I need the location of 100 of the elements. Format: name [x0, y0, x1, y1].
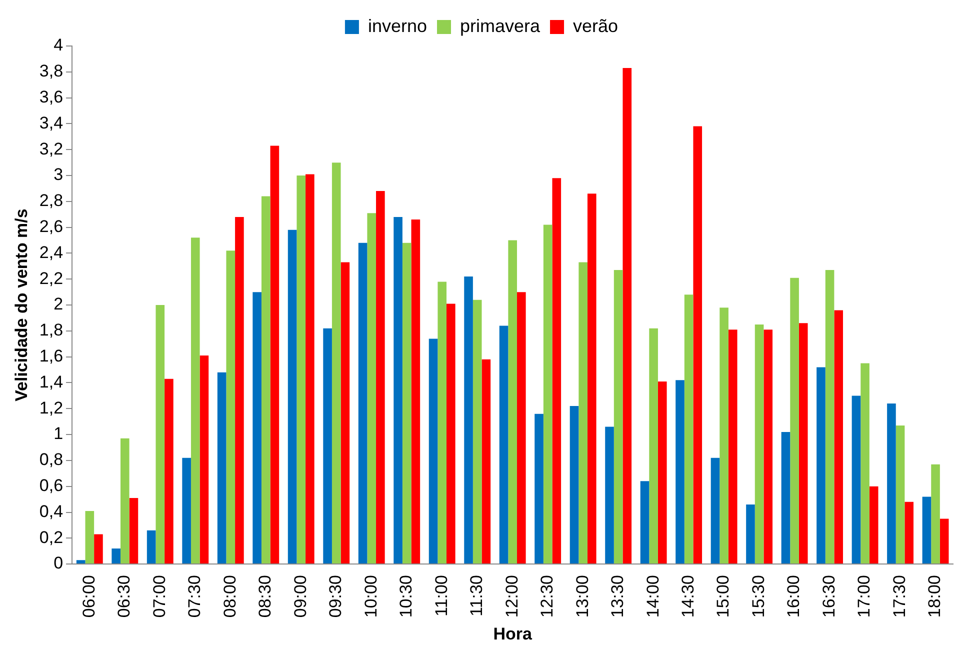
x-tick-label: 15:30 [748, 575, 768, 618]
x-tick-label: 07:00 [150, 575, 169, 618]
x-tick-label: 11:30 [467, 575, 486, 616]
bar [746, 504, 755, 564]
bar [367, 213, 376, 564]
y-tick-label: 0,4 [39, 502, 64, 521]
x-tick-label: 13:00 [572, 575, 592, 618]
y-tick-label: 2,8 [39, 191, 64, 210]
bar [428, 338, 438, 564]
bar [288, 230, 297, 564]
y-tick-label: 2,4 [39, 242, 64, 262]
bar [852, 396, 861, 564]
y-tick-label: 1,6 [39, 346, 64, 366]
bar [825, 270, 834, 564]
bar [640, 481, 650, 564]
bar [94, 534, 103, 564]
x-tick-label: 16:00 [784, 575, 804, 618]
bar [622, 68, 632, 564]
bar [129, 498, 138, 564]
bar [120, 438, 130, 564]
bar [508, 240, 517, 564]
bar [869, 486, 878, 564]
x-tick-label: 06:00 [79, 575, 98, 618]
bar [887, 403, 896, 564]
x-tick-label: 12:30 [538, 575, 557, 618]
x-tick-label: 10:00 [361, 575, 380, 618]
bar [394, 216, 402, 564]
bar [402, 242, 412, 564]
bar [252, 292, 262, 564]
y-tick-label: 3,2 [39, 139, 64, 158]
bar [332, 162, 341, 564]
y-tick-label: 3,4 [39, 113, 64, 132]
legend-label: primavera [460, 16, 542, 36]
bar [676, 380, 684, 564]
bar [306, 174, 314, 564]
y-tick-label: 1 [54, 424, 64, 444]
y-tick-label: 4 [54, 36, 64, 55]
y-tick-label: 0,2 [39, 528, 64, 547]
bar [798, 323, 808, 564]
bar [790, 278, 799, 564]
bar [552, 178, 562, 564]
x-tick-label: 10:30 [396, 575, 416, 618]
bar [649, 328, 658, 564]
bar [605, 426, 614, 564]
legend-label: inverno [368, 16, 428, 36]
x-tick-label: 16:30 [819, 575, 838, 618]
y-tick-label: 0,6 [39, 476, 64, 496]
bar [534, 414, 544, 564]
bar [323, 328, 332, 564]
y-tick-label: 1,8 [39, 320, 64, 340]
bar [728, 330, 738, 564]
bar [543, 224, 552, 564]
bar [922, 496, 932, 564]
bar [587, 194, 596, 564]
x-tick-label: 14:00 [643, 575, 662, 618]
bar [76, 560, 86, 564]
x-tick-label: 08:30 [256, 575, 275, 618]
bar [931, 464, 940, 564]
bar [764, 330, 773, 564]
bar [658, 381, 667, 564]
bar [614, 270, 623, 564]
bar [235, 216, 244, 564]
bar [896, 425, 905, 564]
bar [720, 308, 728, 564]
bar [482, 359, 491, 564]
x-tick-label: 07:30 [185, 575, 204, 618]
bar [472, 300, 482, 564]
bar [710, 458, 720, 564]
bar [693, 126, 702, 564]
x-tick-label: 12:00 [502, 575, 522, 618]
bar [340, 262, 350, 564]
y-axis-title: Velicidade do vento m/s [12, 208, 31, 402]
y-tick-label: 0 [54, 554, 64, 573]
bar [446, 304, 456, 564]
bar [516, 292, 526, 564]
x-tick-label: 14:30 [678, 575, 698, 618]
bar [411, 220, 420, 564]
x-axis-title: Hora [493, 624, 532, 644]
bar [226, 250, 236, 564]
y-tick-label: 2 [54, 294, 64, 314]
bar [578, 262, 588, 564]
x-tick-label: 13:30 [608, 575, 628, 618]
bar [146, 530, 156, 564]
bar [438, 282, 447, 564]
bar [156, 305, 165, 564]
y-tick-label: 2,2 [39, 268, 64, 288]
bar [904, 502, 914, 564]
y-tick-label: 1,2 [39, 398, 64, 418]
bar [358, 242, 368, 564]
x-tick-label: 09:30 [326, 575, 346, 618]
bar [296, 176, 306, 564]
bar [190, 238, 200, 564]
bar [816, 367, 826, 564]
y-tick-label: 3,6 [39, 87, 64, 106]
bar [860, 363, 870, 564]
legend-label: verão [573, 16, 618, 36]
x-tick-label: 15:00 [714, 575, 733, 618]
x-tick-label: 08:00 [220, 575, 240, 618]
y-tick-label: 1,4 [39, 372, 64, 392]
y-tick-label: 2,6 [39, 217, 64, 236]
